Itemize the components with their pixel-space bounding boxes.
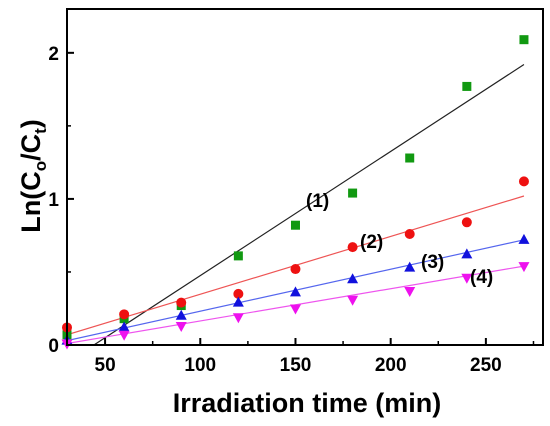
data-point-square xyxy=(462,81,472,91)
data-point-triangle-down xyxy=(347,295,359,306)
data-point-circle xyxy=(461,217,472,228)
series-label-3: (3) xyxy=(421,252,444,273)
series-label-2: (2) xyxy=(360,232,383,253)
x-tick-label: 250 xyxy=(470,355,502,376)
data-point-square xyxy=(405,153,415,163)
y-axis-title-sub1: o xyxy=(31,161,50,171)
axis-ticks: 50 100 150 200 250 0 1 2 xyxy=(48,44,535,376)
data-point-triangle-down xyxy=(518,262,530,273)
data-point-triangle-down xyxy=(175,322,187,333)
data-point-square xyxy=(290,220,300,230)
y-axis-title-suffix: ) xyxy=(16,119,46,128)
x-tick-label: 50 xyxy=(95,355,116,376)
data-point-circle xyxy=(518,176,529,187)
data-point-triangle-down xyxy=(461,273,473,284)
plot-frame xyxy=(66,8,544,346)
data-point-triangle-up xyxy=(175,309,187,320)
y-tick-label: 2 xyxy=(48,44,59,65)
x-tick-label: 200 xyxy=(375,355,407,376)
data-point-square xyxy=(233,251,243,261)
fit-line-series-1 xyxy=(92,64,525,345)
data-point-circle xyxy=(233,288,244,299)
y-axis-title-sub2: t xyxy=(31,128,50,134)
data-markers xyxy=(61,35,530,350)
x-tick-label: 100 xyxy=(184,355,216,376)
x-axis-title: Irradiation time (min) xyxy=(173,388,442,418)
data-point-triangle-up xyxy=(404,261,416,272)
data-point-triangle-down xyxy=(289,304,301,315)
series-label-4: (4) xyxy=(470,267,493,288)
y-axis-title-mid: /C xyxy=(16,134,46,161)
data-point-circle xyxy=(290,264,301,275)
data-point-square xyxy=(348,188,358,198)
data-point-triangle-down xyxy=(404,286,416,297)
data-point-circle xyxy=(347,242,358,253)
data-point-triangle-down xyxy=(232,313,244,324)
data-point-circle xyxy=(176,297,187,308)
data-point-triangle-up xyxy=(461,248,473,259)
y-axis-title-prefix: Ln(C xyxy=(16,171,46,232)
data-point-triangle-up xyxy=(118,321,130,332)
y-axis-title: Ln(Co/Ct) xyxy=(16,119,50,233)
series-label-1: (1) xyxy=(306,191,329,212)
data-point-square xyxy=(519,35,529,45)
fit-lines xyxy=(67,64,525,345)
data-point-triangle-up xyxy=(289,286,301,297)
data-point-circle xyxy=(404,228,415,239)
data-point-triangle-up xyxy=(232,296,244,307)
data-point-triangle-down xyxy=(118,330,130,341)
data-point-circle xyxy=(119,309,130,320)
y-tick-label: 1 xyxy=(48,190,59,211)
data-point-triangle-up xyxy=(347,273,359,284)
x-tick-label: 150 xyxy=(280,355,312,376)
y-tick-label: 0 xyxy=(48,336,59,357)
data-point-triangle-up xyxy=(518,233,530,244)
